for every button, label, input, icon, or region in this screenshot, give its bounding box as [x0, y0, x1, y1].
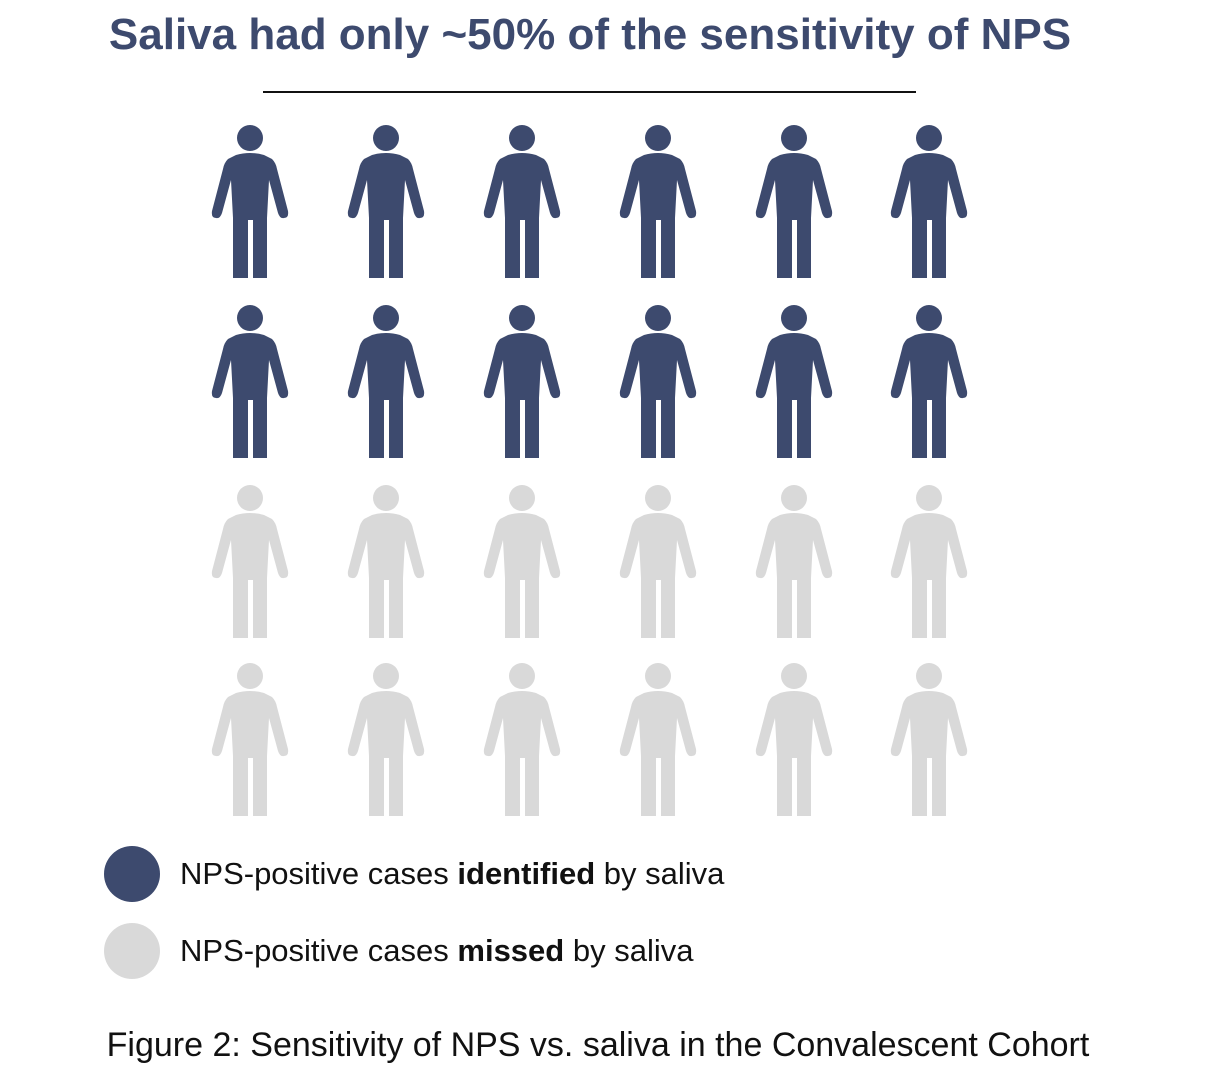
person-icon-identified [211, 305, 289, 458]
person-head [916, 485, 942, 511]
person-body [890, 153, 968, 278]
person-body [483, 691, 561, 816]
person-icon-missed [890, 663, 968, 816]
person-body [619, 333, 697, 458]
person-icon-missed [347, 485, 425, 638]
person-icon-missed [890, 485, 968, 638]
person-body [890, 333, 968, 458]
person-head [509, 663, 535, 689]
person-body [619, 691, 697, 816]
person-icon-missed [755, 485, 833, 638]
person-head [237, 485, 263, 511]
legend-swatch-missed [104, 923, 160, 979]
person-body [347, 153, 425, 278]
person-head [373, 305, 399, 331]
person-body [755, 153, 833, 278]
person-body [483, 333, 561, 458]
person-body [347, 513, 425, 638]
legend-swatch-identified [104, 846, 160, 902]
person-body [211, 513, 289, 638]
person-icon-identified [211, 125, 289, 278]
person-body [483, 153, 561, 278]
person-icon-missed [211, 485, 289, 638]
person-body [211, 333, 289, 458]
person-head [781, 663, 807, 689]
person-head [373, 485, 399, 511]
person-body [211, 153, 289, 278]
person-head [645, 485, 671, 511]
person-icon-missed [211, 663, 289, 816]
chart-title: Saliva had only ~50% of the sensitivity … [108, 10, 1072, 59]
person-head [237, 125, 263, 151]
person-icon-missed [619, 663, 697, 816]
person-body [755, 513, 833, 638]
person-head [916, 305, 942, 331]
person-icon-identified [347, 305, 425, 458]
person-icon-identified [890, 125, 968, 278]
person-icon-identified [755, 125, 833, 278]
person-icon-identified [483, 125, 561, 278]
person-head [645, 125, 671, 151]
person-icon-missed [483, 663, 561, 816]
legend-item-identified: NPS-positive cases identified by saliva [104, 845, 724, 903]
person-body [890, 513, 968, 638]
legend-item-missed: NPS-positive cases missed by saliva [104, 922, 693, 980]
person-head [781, 485, 807, 511]
person-body [619, 513, 697, 638]
person-body [755, 691, 833, 816]
person-head [916, 663, 942, 689]
person-head [237, 663, 263, 689]
person-head [781, 125, 807, 151]
person-body [347, 333, 425, 458]
person-head [916, 125, 942, 151]
person-icon-identified [347, 125, 425, 278]
person-head [509, 125, 535, 151]
person-head [645, 305, 671, 331]
person-icon-missed [619, 485, 697, 638]
person-head [509, 305, 535, 331]
person-head [373, 125, 399, 151]
person-head [645, 663, 671, 689]
person-icon-missed [483, 485, 561, 638]
person-body [890, 691, 968, 816]
person-body [211, 691, 289, 816]
person-body [755, 333, 833, 458]
person-head [237, 305, 263, 331]
person-icon-identified [890, 305, 968, 458]
figure-caption: Figure 2: Sensitivity of NPS vs. saliva … [106, 1026, 1090, 1064]
person-head [373, 663, 399, 689]
person-icon-missed [755, 663, 833, 816]
legend-label-identified: NPS-positive cases identified by saliva [180, 856, 725, 891]
person-icon-identified [619, 125, 697, 278]
person-body [619, 153, 697, 278]
person-icon-identified [483, 305, 561, 458]
person-icon-identified [619, 305, 697, 458]
person-icon-identified [755, 305, 833, 458]
person-body [483, 513, 561, 638]
person-body [347, 691, 425, 816]
person-head [781, 305, 807, 331]
person-head [509, 485, 535, 511]
legend-label-missed: NPS-positive cases missed by saliva [180, 933, 694, 968]
person-icon-missed [347, 663, 425, 816]
title-divider [263, 91, 916, 93]
